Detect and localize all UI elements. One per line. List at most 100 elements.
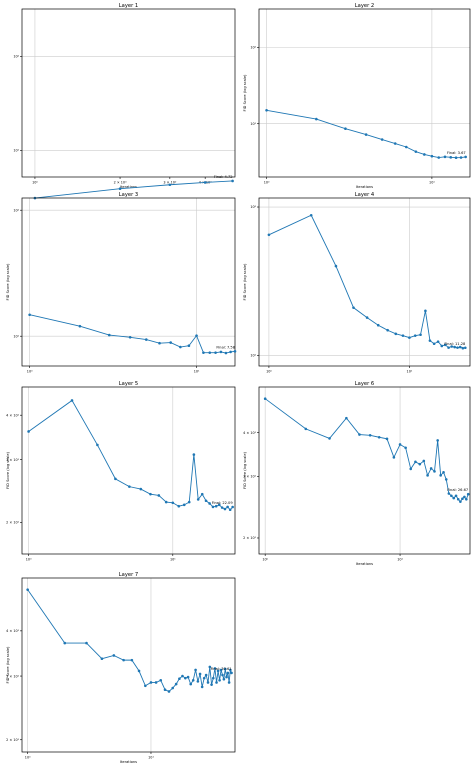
data-point (458, 345, 462, 349)
data-point (233, 350, 237, 353)
data-point (100, 657, 104, 661)
subplot-title: Layer 2 (355, 3, 374, 9)
plot-frame (258, 8, 471, 178)
y-tick-label: 10¹ (250, 354, 256, 358)
data-point (433, 470, 436, 473)
data-point (194, 668, 197, 672)
data-point (464, 346, 467, 350)
x-tick-label: 10⁰ (32, 181, 38, 185)
data-point (432, 342, 436, 346)
data-point (164, 500, 168, 504)
y-axis-label: FID Score (log scale) (243, 263, 247, 301)
data-point (428, 339, 432, 342)
subplot-title: Layer 6 (355, 381, 374, 387)
data-point (204, 499, 208, 503)
data-point (218, 679, 221, 682)
data-point (177, 504, 181, 508)
data-point (450, 494, 453, 498)
data-point (70, 399, 74, 402)
data-point (386, 328, 389, 332)
data-point (191, 679, 195, 682)
data-point (267, 233, 271, 237)
data-point (27, 430, 30, 433)
data-point (334, 264, 338, 268)
data-point (214, 504, 218, 508)
data-point (459, 156, 463, 159)
final-annotation: Final: 30.61 (211, 667, 232, 671)
x-axis-label: Iterations (120, 185, 137, 189)
subplot-3: Layer 3 10⁰ 10¹ 10¹ 10² FID Score (log scale)… (6, 192, 237, 374)
data-point (144, 338, 148, 341)
y-tick-label: 10¹ (13, 149, 19, 153)
fid-series-line (27, 589, 232, 692)
x-tick-label: 10¹ (194, 370, 200, 374)
x-tick-label: 10⁰ (264, 181, 270, 185)
plot-frame (21, 577, 236, 753)
data-point (393, 142, 397, 145)
subplot-title: Layer 5 (119, 381, 138, 387)
data-point (174, 682, 178, 686)
data-point (196, 680, 200, 683)
data-point (265, 109, 268, 112)
x-axis-label: Iterations (356, 562, 373, 566)
data-point (223, 507, 227, 511)
data-point (154, 681, 158, 684)
data-point (63, 641, 67, 645)
data-point (228, 508, 232, 512)
final-annotation: Final: 22.09 (212, 501, 234, 505)
data-point (444, 478, 448, 481)
data-point (465, 497, 468, 501)
data-point (459, 500, 462, 503)
data-point (364, 133, 368, 136)
y-tick-label: 10² (13, 55, 19, 59)
y-tick-label: 10¹ (250, 122, 256, 126)
data-point (436, 340, 440, 343)
data-point (461, 497, 464, 500)
y-tick-label: 2 × 10¹ (6, 738, 19, 742)
data-point (130, 658, 134, 662)
x-tick-label: 10⁰ (26, 558, 32, 562)
data-point (436, 439, 439, 442)
data-point (456, 346, 459, 349)
data-point (122, 658, 125, 662)
data-point (429, 467, 433, 470)
data-point (304, 427, 308, 431)
data-point (466, 492, 470, 496)
data-point (229, 350, 232, 354)
data-point (192, 453, 196, 456)
x-tick-label: 2 × 10⁰ (114, 181, 127, 185)
data-point (186, 675, 190, 679)
data-point (114, 477, 117, 481)
data-point (404, 446, 407, 450)
data-point (210, 683, 213, 686)
data-point (208, 665, 212, 669)
data-point (215, 681, 218, 684)
y-tick-label: 3 × 10¹ (6, 458, 19, 462)
x-tick-label: 10⁰ (27, 370, 33, 374)
data-point (418, 462, 422, 466)
x-axis-label: Iterations (356, 185, 373, 189)
data-point (443, 343, 447, 347)
data-point (229, 668, 232, 672)
data-point (202, 676, 206, 680)
fid-series-line (266, 109, 466, 159)
data-point (358, 433, 361, 436)
data-point (424, 309, 427, 313)
data-point (203, 181, 207, 184)
data-point (179, 345, 182, 349)
y-axis-label: FID Score (log scale) (243, 451, 247, 489)
data-point (213, 667, 217, 670)
x-tick-label: 10⁰ (25, 756, 31, 760)
data-point (409, 467, 413, 471)
y-tick-label: 2 × 10¹ (243, 536, 256, 540)
data-point (211, 676, 215, 680)
data-point (222, 677, 226, 681)
data-point (453, 345, 456, 349)
x-tick-label: 10¹ (170, 558, 176, 562)
data-point (220, 506, 224, 509)
data-point (202, 351, 205, 354)
data-point (452, 496, 456, 500)
y-tick-label: 4 × 10¹ (6, 413, 19, 417)
data-point (198, 672, 202, 676)
subplot-6: Layer 6 10⁰ 10¹ 2 × 10¹ 3 × 10¹ 4 × 10¹ Iterat… (243, 381, 471, 566)
